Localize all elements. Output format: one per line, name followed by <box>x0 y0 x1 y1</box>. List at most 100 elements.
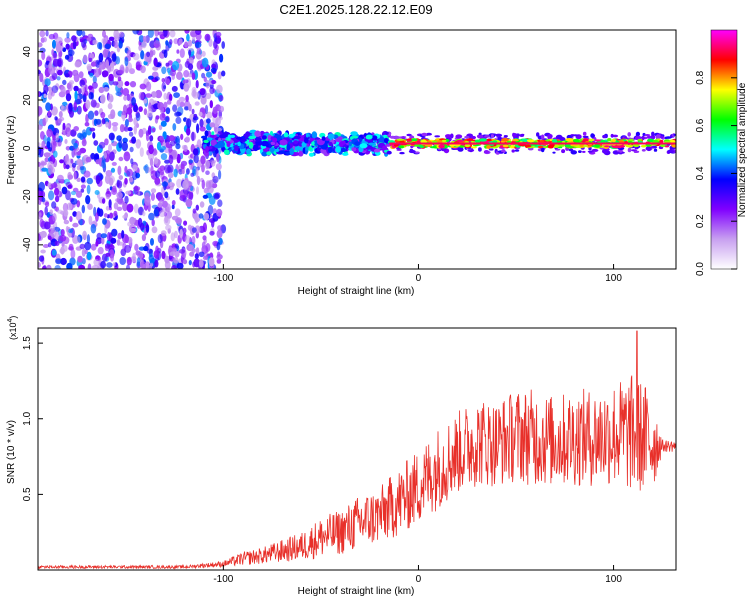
heatmap-cell <box>261 135 267 140</box>
heatmap-cell <box>227 134 231 140</box>
heatmap-x-ticks: -100 0 100 <box>213 264 622 284</box>
heatmap-cell <box>198 251 205 258</box>
heatmap-cell <box>89 53 95 60</box>
heatmap-cell <box>84 249 88 255</box>
heatmap-cell <box>48 33 55 40</box>
heatmap-x-tick-label: -100 <box>213 273 233 284</box>
heatmap-cell <box>470 146 477 149</box>
heatmap-cell <box>646 146 652 152</box>
heatmap-cell <box>168 154 174 165</box>
heatmap-cell <box>52 52 58 59</box>
heatmap-cell <box>495 133 503 137</box>
heatmap-cell <box>72 222 79 228</box>
heatmap-cell <box>673 133 676 136</box>
heatmap-cell <box>327 146 333 154</box>
heatmap-cell <box>52 213 57 222</box>
heatmap-cell <box>149 50 154 58</box>
heatmap-cell <box>71 162 77 168</box>
heatmap-cell <box>421 132 428 137</box>
heatmap-cell <box>203 212 210 221</box>
heatmap-cell <box>138 106 143 112</box>
heatmap-cell <box>201 163 205 173</box>
heatmap-cell <box>117 76 122 82</box>
snr-x-tick-label: 100 <box>605 574 622 585</box>
heatmap-cell <box>490 134 494 138</box>
heatmap-cell <box>98 86 105 94</box>
heatmap-cell <box>162 30 168 38</box>
heatmap-cell <box>201 72 206 79</box>
heatmap-cell <box>211 79 217 85</box>
heatmap-cell <box>71 148 75 158</box>
heatmap-y-tick-label: 40 <box>22 46 33 58</box>
heatmap-cell <box>209 86 215 95</box>
heatmap-cell <box>82 95 86 101</box>
heatmap-cell <box>226 141 231 148</box>
heatmap-cell <box>41 167 48 172</box>
heatmap-cell <box>122 214 128 219</box>
heatmap-cell <box>105 193 111 200</box>
heatmap-cell <box>195 30 202 35</box>
heatmap-cell <box>127 221 132 227</box>
heatmap-cell <box>112 262 116 267</box>
heatmap-y-tick-label: -40 <box>22 237 33 252</box>
heatmap-cell <box>385 131 389 135</box>
heatmap-cell <box>72 40 77 50</box>
heatmap-cell <box>138 92 145 101</box>
heatmap-cell <box>143 245 149 252</box>
heatmap-cell <box>192 91 200 99</box>
heatmap-cell <box>434 135 441 138</box>
heatmap-cell <box>436 140 444 143</box>
heatmap-cell <box>90 243 97 251</box>
heatmap-cell <box>149 135 154 142</box>
heatmap-cell <box>201 57 209 68</box>
heatmap-cell <box>38 198 42 205</box>
heatmap-cell <box>215 163 222 171</box>
heatmap-cell <box>81 30 86 37</box>
heatmap-cell <box>270 141 276 146</box>
heatmap-cell <box>310 138 314 142</box>
heatmap-y-tick-label: 20 <box>22 94 33 106</box>
heatmap-cell <box>97 42 102 50</box>
heatmap-cell <box>385 143 391 147</box>
heatmap-cell <box>111 53 117 62</box>
heatmap-cell <box>76 158 82 166</box>
heatmap-cell <box>131 97 137 106</box>
heatmap-cell <box>95 240 99 247</box>
heatmap-cell <box>172 123 177 131</box>
heatmap-cell <box>192 36 196 44</box>
heatmap-cell <box>104 43 111 50</box>
heatmap-cell <box>173 230 178 239</box>
heatmap-cell <box>81 248 86 257</box>
heatmap-cell <box>55 43 62 53</box>
heatmap-cell <box>183 220 188 226</box>
heatmap-cell <box>195 41 202 49</box>
heatmap-cell <box>92 75 97 84</box>
heatmap-cell <box>537 145 544 149</box>
heatmap-cell <box>44 206 48 216</box>
heatmap-cell <box>525 144 532 148</box>
heatmap-cell <box>651 131 655 137</box>
snr-scale-label: (x104) <box>7 316 18 340</box>
heatmap-cell <box>159 135 165 141</box>
heatmap-cell <box>47 110 51 117</box>
heatmap-cell <box>152 66 159 71</box>
heatmap-cell <box>157 102 164 110</box>
heatmap-cell <box>526 139 535 143</box>
heatmap-cell <box>86 37 92 42</box>
heatmap-cell <box>261 151 268 157</box>
heatmap-cell <box>579 143 584 147</box>
heatmap-cell <box>156 141 162 151</box>
heatmap-cell <box>43 152 51 158</box>
heatmap-cell <box>204 130 209 137</box>
heatmap-cell <box>348 141 352 147</box>
heatmap-cell <box>73 85 79 92</box>
heatmap-cell <box>644 134 651 137</box>
heatmap-cell <box>185 198 193 208</box>
colorbar-label: Normalized spectral amplitude <box>737 82 748 217</box>
heatmap-cell <box>122 201 128 212</box>
heatmap-cell <box>100 233 108 239</box>
heatmap-cell <box>124 244 132 253</box>
heatmap-cell <box>176 71 183 81</box>
heatmap-cell <box>86 251 92 261</box>
heatmap-cell <box>110 167 116 173</box>
